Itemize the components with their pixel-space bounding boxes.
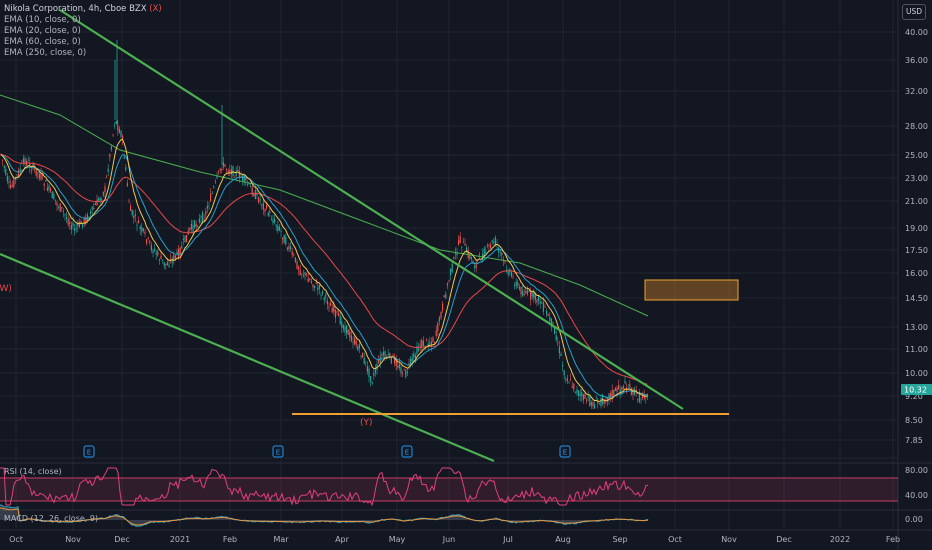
macd-tick-label: 0.00 (905, 515, 923, 524)
time-tick-label: Oct (668, 535, 682, 544)
svg-text:E: E (87, 449, 91, 457)
time-tick-label: Oct (9, 535, 23, 544)
time-tick-label: Dec (114, 535, 129, 544)
time-tick-label: Jun (442, 535, 456, 544)
price-tick-label: 21.00 (905, 197, 928, 206)
time-tick-label: Feb (886, 535, 900, 544)
lower-trendline[interactable] (0, 252, 495, 463)
macd-signal-line (0, 507, 649, 526)
price-axis[interactable]: 40.00 36.00 32.00 28.00 25.00 23.00 21.00 19.00… (905, 28, 928, 445)
price-tick-label: 16.00 (905, 269, 928, 278)
price-tick-label: 23.00 (905, 174, 928, 183)
legend-ema-10[interactable]: EMA (10, close, 0) (4, 15, 81, 25)
price-tick-label: 9.20 (905, 392, 923, 401)
time-tick-label: Dec (776, 535, 791, 544)
ema-60-line (0, 154, 648, 385)
wave-w-label: (W) (0, 284, 12, 294)
ema-20-line (0, 154, 648, 399)
price-tick-label: 28.00 (905, 122, 928, 131)
currency-badge[interactable]: USD (902, 4, 926, 20)
price-tick-label: 7.85 (905, 436, 923, 445)
time-tick-label: Aug (555, 535, 571, 544)
rsi-title[interactable]: RSI (14, close) (4, 467, 62, 476)
legend-ema-20[interactable]: EMA (20, close, 0) (4, 26, 81, 36)
upper-trendline[interactable] (59, 9, 684, 410)
price-tick-label: 17.50 (905, 246, 928, 255)
svg-text:E: E (276, 449, 280, 457)
rsi-band (0, 478, 898, 501)
svg-text:E: E (563, 449, 567, 457)
indicator-legend: Nikola Corporation, 4h, Cboe BZX (X) EMA… (4, 4, 162, 59)
wave-x-label: (X) (149, 4, 162, 14)
symbol-title[interactable]: Nikola Corporation, 4h, Cboe BZX (X) (4, 4, 162, 14)
wave-y-label: (Y) (360, 418, 373, 428)
time-tick-label: Jul (502, 535, 513, 544)
price-tick-label: 19.00 (905, 224, 928, 233)
price-tick-label: 32.00 (905, 87, 928, 96)
last-price-label: 10.32 (904, 386, 927, 395)
price-tick-label: 8.50 (905, 416, 923, 425)
time-tick-label: May (389, 535, 406, 544)
price-tick-label: 14.50 (905, 294, 928, 303)
time-axis[interactable]: Oct Nov Dec 2021 Feb Mar Apr May Jun Jul Aug Sep Oct… (9, 535, 900, 544)
time-tick-label: Feb (223, 535, 237, 544)
price-tick-label: 11.00 (905, 345, 928, 354)
price-tick-label: 40.00 (905, 28, 928, 37)
time-tick-label: Apr (335, 535, 350, 544)
price-tick-label: 36.00 (905, 56, 928, 65)
time-tick-label: Nov (721, 535, 737, 544)
rsi-line (0, 467, 649, 507)
target-zone-box[interactable] (644, 279, 739, 301)
macd-title[interactable]: MACD (12, 26, close, 9) (4, 514, 99, 523)
price-tick-label: 25.00 (905, 151, 928, 160)
legend-ema-250[interactable]: EMA (250, close, 0) (4, 48, 87, 58)
legend-ema-60[interactable]: EMA (60, close, 0) (4, 37, 81, 47)
time-tick-label: 2022 (830, 535, 850, 544)
price-tick-label: 13.00 (905, 323, 928, 332)
time-tick-label: Sep (612, 535, 627, 544)
ema-250-line (0, 94, 649, 317)
macd-axis: 0.00 (905, 515, 923, 524)
candlesticks (0, 40, 648, 410)
svg-text:E: E (405, 449, 409, 457)
time-tick-label: Mar (273, 535, 289, 544)
time-tick-label: 2021 (170, 535, 190, 544)
rsi-axis: 80.00 40.00 (905, 466, 928, 500)
last-price-tag (901, 384, 932, 395)
rsi-tick-label: 40.00 (905, 491, 928, 500)
ema-10-line (0, 138, 648, 402)
time-tick-label: Nov (65, 535, 81, 544)
rsi-tick-label: 80.00 (905, 466, 928, 475)
grid (0, 0, 898, 530)
price-tick-label: 10.00 (905, 369, 928, 378)
